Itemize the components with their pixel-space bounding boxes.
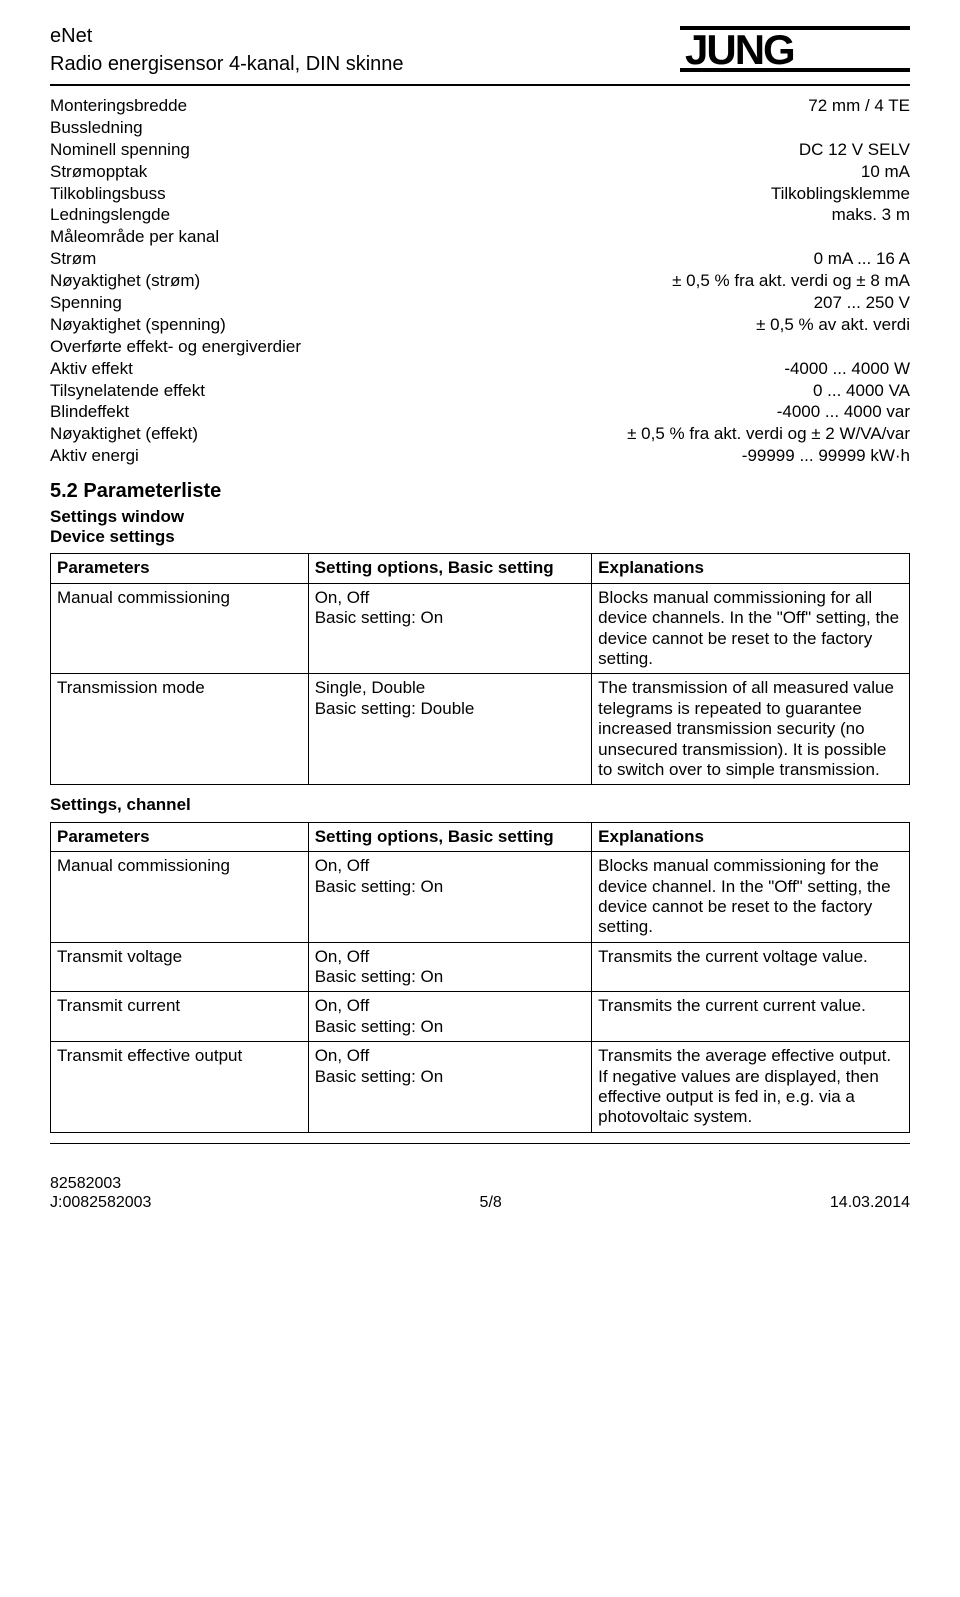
- spec-row: Blindeffekt-4000 ... 4000 var: [50, 402, 910, 422]
- spec-row: Nøyaktighet (spenning)± 0,5 % av akt. ve…: [50, 315, 910, 335]
- spec-label: Måleområde per kanal: [50, 227, 910, 247]
- parameters-table-1: Parameters Setting options, Basic settin…: [50, 553, 910, 785]
- spec-label: Spenning: [50, 293, 814, 313]
- spec-row: Aktiv energi-99999 ... 99999 kW·h: [50, 446, 910, 466]
- spec-label: Aktiv effekt: [50, 359, 784, 379]
- doc-subtitle: Radio energisensor 4-kanal, DIN skinne: [50, 52, 680, 76]
- spec-value: ± 0,5 % fra akt. verdi og ± 8 mA: [672, 271, 910, 291]
- table-header-cell: Parameters: [51, 822, 309, 851]
- spec-label: Blindeffekt: [50, 402, 777, 422]
- table-cell: On, Off Basic setting: On: [308, 1042, 591, 1133]
- spec-value: -4000 ... 4000 W: [784, 359, 910, 379]
- spec-row: Overførte effekt- og energiverdier: [50, 337, 910, 357]
- spec-value: 207 ... 250 V: [814, 293, 910, 313]
- footer-page: 5/8: [480, 1193, 502, 1212]
- table-cell: Transmits the current voltage value.: [592, 942, 910, 992]
- spec-list: Monteringsbredde72 mm / 4 TE Bussledning…: [50, 96, 910, 467]
- table-cell: On, Off Basic setting: On: [308, 852, 591, 943]
- table-cell: Transmission mode: [51, 674, 309, 785]
- table-cell: On, Off Basic setting: On: [308, 583, 591, 674]
- table-row: Transmit current On, Off Basic setting: …: [51, 992, 910, 1042]
- table-header-row: Parameters Setting options, Basic settin…: [51, 554, 910, 583]
- settings-channel-heading: Settings, channel: [50, 795, 910, 815]
- settings-window-heading: Settings window: [50, 507, 910, 527]
- doc-title: eNet: [50, 24, 680, 48]
- spec-row: Nøyaktighet (effekt)± 0,5 % fra akt. ver…: [50, 424, 910, 444]
- spec-row: Nøyaktighet (strøm)± 0,5 % fra akt. verd…: [50, 271, 910, 291]
- spec-label: Nøyaktighet (effekt): [50, 424, 627, 444]
- table-header-cell: Setting options, Basic setting: [308, 554, 591, 583]
- table-row: Manual commissioning On, Off Basic setti…: [51, 583, 910, 674]
- spec-row: Spenning207 ... 250 V: [50, 293, 910, 313]
- spec-label: Tilkoblingsbuss: [50, 184, 771, 204]
- section-title: 5.2 Parameterliste: [50, 479, 910, 503]
- footer-date: 14.03.2014: [830, 1193, 910, 1212]
- table-header-row: Parameters Setting options, Basic settin…: [51, 822, 910, 851]
- table-row: Manual commissioning On, Off Basic setti…: [51, 852, 910, 943]
- parameters-table-2: Parameters Setting options, Basic settin…: [50, 822, 910, 1133]
- spec-row: Ledningslengdemaks. 3 m: [50, 205, 910, 225]
- spec-label: Nøyaktighet (spenning): [50, 315, 756, 335]
- table-row: Transmit voltage On, Off Basic setting: …: [51, 942, 910, 992]
- table-row: Transmit effective output On, Off Basic …: [51, 1042, 910, 1133]
- spec-label: Bussledning: [50, 118, 910, 138]
- spec-row: Tilsynelatende effekt0 ... 4000 VA: [50, 381, 910, 401]
- spec-row: TilkoblingsbussTilkoblingsklemme: [50, 184, 910, 204]
- table-row: Transmission mode Single, Double Basic s…: [51, 674, 910, 785]
- spec-label: Monteringsbredde: [50, 96, 808, 116]
- spec-value: Tilkoblingsklemme: [771, 184, 910, 204]
- spec-row: Bussledning: [50, 118, 910, 138]
- spec-label: Strøm: [50, 249, 814, 269]
- spec-label: Tilsynelatende effekt: [50, 381, 813, 401]
- table-header-cell: Setting options, Basic setting: [308, 822, 591, 851]
- spec-value: DC 12 V SELV: [799, 140, 910, 160]
- spec-label: Overførte effekt- og energiverdier: [50, 337, 910, 357]
- table-cell: Manual commissioning: [51, 583, 309, 674]
- spec-row: Aktiv effekt-4000 ... 4000 W: [50, 359, 910, 379]
- table-header-cell: Explanations: [592, 554, 910, 583]
- table-cell: Transmits the average effective output. …: [592, 1042, 910, 1133]
- spec-value: maks. 3 m: [832, 205, 910, 225]
- spec-label: Ledningslengde: [50, 205, 832, 225]
- spec-value: 0 mA ... 16 A: [814, 249, 910, 269]
- spec-label: Aktiv energi: [50, 446, 742, 466]
- spec-row: Strøm0 mA ... 16 A: [50, 249, 910, 269]
- spec-label: Nøyaktighet (strøm): [50, 271, 672, 291]
- header-divider: [50, 84, 910, 86]
- spec-value: 72 mm / 4 TE: [808, 96, 910, 116]
- table-cell: Transmit effective output: [51, 1042, 309, 1133]
- spec-value: -4000 ... 4000 var: [777, 402, 910, 422]
- table-cell: Transmit voltage: [51, 942, 309, 992]
- svg-text:JUNG: JUNG: [685, 26, 794, 73]
- table-cell: On, Off Basic setting: On: [308, 992, 591, 1042]
- table-cell: Blocks manual commissioning for all devi…: [592, 583, 910, 674]
- table-header-cell: Explanations: [592, 822, 910, 851]
- spec-value: 10 mA: [861, 162, 910, 182]
- spec-row: Strømopptak10 mA: [50, 162, 910, 182]
- table-cell: Transmit current: [51, 992, 309, 1042]
- table-cell: Transmits the current current value.: [592, 992, 910, 1042]
- table-cell: The transmission of all measured value t…: [592, 674, 910, 785]
- jung-logo: JUNG: [680, 24, 910, 79]
- spec-row: Monteringsbredde72 mm / 4 TE: [50, 96, 910, 116]
- spec-row: Måleområde per kanal: [50, 227, 910, 247]
- footer-code1: 82582003: [50, 1174, 151, 1193]
- footer: 82582003 J:0082582003 5/8 14.03.2014: [50, 1174, 910, 1212]
- table-cell: Blocks manual commissioning for the devi…: [592, 852, 910, 943]
- footer-divider: [50, 1143, 910, 1144]
- spec-value: ± 0,5 % fra akt. verdi og ± 2 W/VA/var: [627, 424, 910, 444]
- table-cell: On, Off Basic setting: On: [308, 942, 591, 992]
- table-cell: Manual commissioning: [51, 852, 309, 943]
- footer-code2: J:0082582003: [50, 1193, 151, 1212]
- spec-value: 0 ... 4000 VA: [813, 381, 910, 401]
- spec-row: Nominell spenningDC 12 V SELV: [50, 140, 910, 160]
- device-settings-heading: Device settings: [50, 527, 910, 547]
- spec-label: Strømopptak: [50, 162, 861, 182]
- spec-value: ± 0,5 % av akt. verdi: [756, 315, 910, 335]
- table-cell: Single, Double Basic setting: Double: [308, 674, 591, 785]
- spec-value: -99999 ... 99999 kW·h: [742, 446, 910, 466]
- table-header-cell: Parameters: [51, 554, 309, 583]
- spec-label: Nominell spenning: [50, 140, 799, 160]
